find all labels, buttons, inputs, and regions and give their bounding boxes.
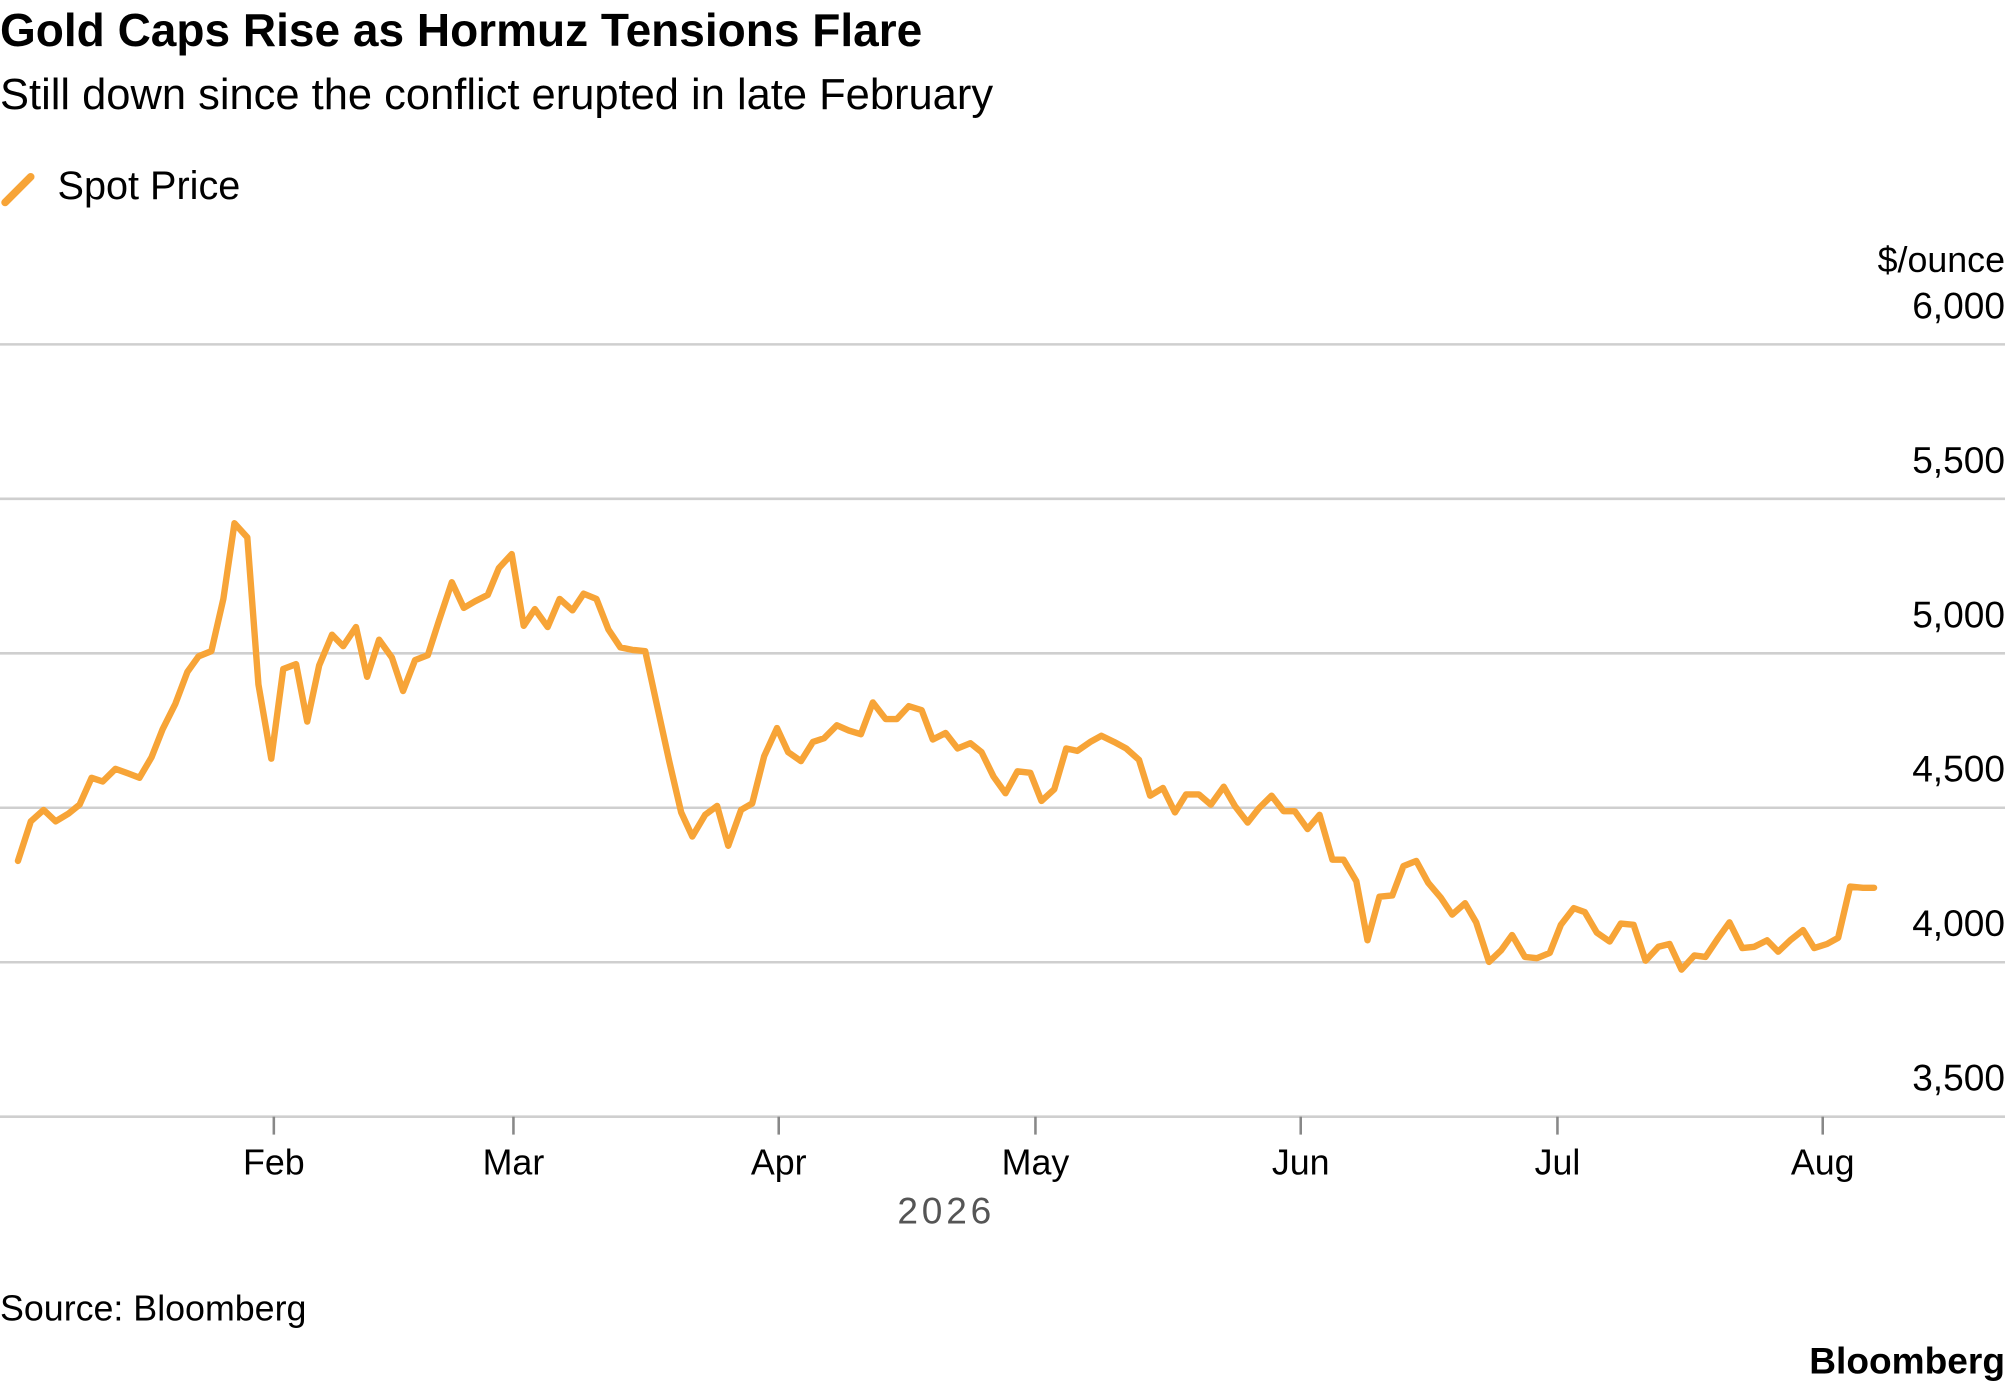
x-axis-label: 2026 (897, 1190, 995, 1232)
x-tick-label: Aug (1791, 1143, 1855, 1183)
x-tick-label: Jun (1272, 1143, 1330, 1183)
x-tick-label: Jul (1535, 1143, 1581, 1183)
brand: Bloomberg (1809, 1339, 2005, 1381)
data-line (14, 520, 1878, 973)
x-tick-label: Mar (483, 1143, 545, 1183)
y-axis-label: $/ounce (1878, 240, 2005, 280)
y-tick-label: 4,500 (1912, 748, 2005, 790)
chart-title: Gold Caps Rise as Hormuz Tensions Flare (0, 4, 922, 56)
y-tick-label: 4,000 (1912, 902, 2005, 944)
y-tick-label: 5,000 (1912, 593, 2005, 635)
legend-label: Spot Price (58, 164, 241, 208)
x-tick-label: Feb (243, 1143, 305, 1183)
x-tick-label: May (1002, 1143, 1070, 1183)
chart-subtitle: Still down since the conflict erupted in… (0, 71, 993, 119)
y-tick-label: 6,000 (1912, 284, 2005, 326)
x-tick-label: Apr (751, 1143, 807, 1183)
y-tick-label: 5,500 (1912, 439, 2005, 481)
source: Source: Bloomberg (0, 1289, 306, 1329)
legend-swatch (1, 173, 35, 207)
y-tick-label: 3,500 (1912, 1057, 2005, 1099)
